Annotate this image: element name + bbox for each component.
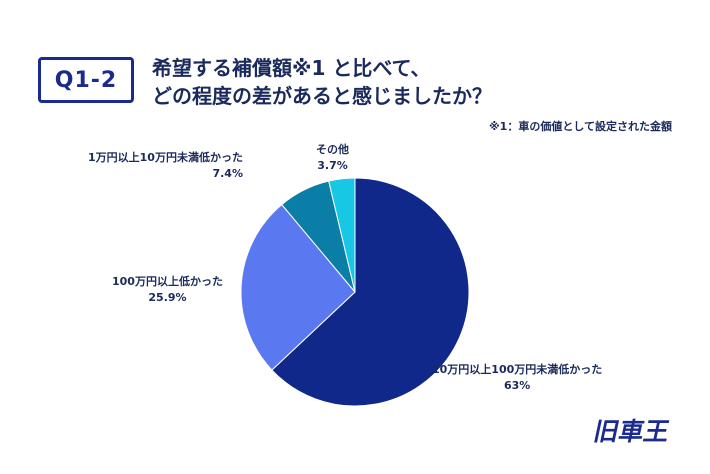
slice-label-other: その他 3.7% [316, 142, 349, 174]
slice-name: 1万円以上10万円未満低かった [88, 151, 243, 164]
slice-value: 3.7% [317, 159, 348, 172]
question-tag: Q1-2 [38, 57, 134, 103]
slice-label-100man-plus: 100万円以上低かった 25.9% [112, 274, 223, 306]
slice-name: 10万円以上100万円未満低かった [432, 363, 603, 376]
brand-logo: 旧車王 [591, 417, 672, 446]
slice-label-1man-10man: 1万円以上10万円未満低かった 7.4% [88, 150, 243, 182]
slice-100man-plus [240, 203, 356, 371]
logo-text: 旧車王 [591, 417, 672, 446]
slice-value: 25.9% [148, 291, 187, 304]
footnote: ※1：車の価値として設定された金額 [488, 120, 672, 133]
slice-value: 7.4% [212, 167, 243, 180]
title-line-2: どの程度の差があると感じましたか？ [152, 84, 492, 108]
slice-name: 100万円以上低かった [112, 275, 223, 288]
slice-label-10man-100man: 10万円以上100万円未満低かった 63% [432, 362, 602, 394]
title-line-1: 希望する補償額※1 と比べて、 [152, 56, 431, 80]
slice-other [328, 177, 356, 293]
slice-10man-100man [271, 177, 470, 407]
chart-title: 希望する補償額※1 と比べて、 どの程度の差があると感じましたか？ [152, 54, 492, 110]
slice-value: 63% [503, 379, 531, 392]
slice-name: その他 [316, 143, 349, 156]
